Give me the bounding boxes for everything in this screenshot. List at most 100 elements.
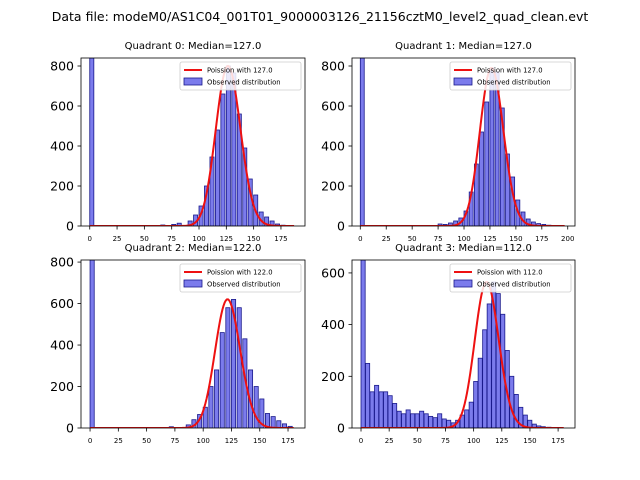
histogram-bar: [220, 93, 226, 226]
plot-area: [359, 58, 565, 226]
poisson-fit-line: [89, 65, 295, 226]
x-tick-label: 175: [535, 235, 548, 243]
x-tick-label: 50: [142, 437, 151, 445]
histogram-bar: [219, 332, 225, 428]
histogram-bar: [214, 129, 220, 226]
histogram-bar: [392, 403, 398, 428]
x-tick-label: 0: [358, 235, 362, 243]
histogram-bar: [264, 216, 270, 226]
subplot-3: 0 25 50 75 100 125 150 175 0 200 400 600 Quadrant 3:…: [321, 243, 576, 445]
x-tick-label: 125: [220, 235, 233, 243]
y-tick-label: 400: [50, 338, 74, 353]
histogram-bar: [359, 58, 365, 226]
legend-bar-label: Observed distribution: [477, 281, 551, 289]
legend: Poission with 127.0 Observed distribution: [449, 61, 572, 91]
subplot-title: Quadrant 0: Median=127.0: [125, 41, 262, 52]
legend-box: [449, 61, 572, 91]
histogram-bar: [536, 223, 541, 226]
y-tick-label: 400: [321, 139, 345, 154]
axes-frame: [80, 259, 306, 429]
histogram-bar: [448, 222, 453, 226]
histogram-bar: [495, 293, 501, 428]
axes-frame: [351, 57, 576, 227]
x-tick-label: 0: [88, 437, 92, 445]
legend-bar-label: Observed distribution: [207, 281, 281, 289]
x-tick-label: 25: [385, 437, 394, 445]
y-tick-label: 600: [50, 296, 74, 311]
legend-bar-swatch: [183, 279, 203, 288]
plot-area: [360, 260, 564, 428]
x-tick-label: 25: [114, 437, 123, 445]
histogram-bar: [231, 299, 237, 428]
histogram-bar: [89, 58, 95, 226]
histogram-bar: [208, 386, 214, 428]
y-tick-label: 800: [321, 59, 345, 74]
histogram-bar: [383, 391, 389, 428]
histogram-bar: [468, 401, 474, 428]
x-tick-label: 100: [196, 437, 209, 445]
legend: Poission with 112.0 Observed distribution: [449, 263, 572, 293]
legend-box: [179, 61, 302, 91]
x-tick-label: 125: [495, 437, 508, 445]
histogram-bar: [484, 101, 490, 226]
y-tick-label: 400: [321, 317, 345, 332]
x-tick-label: 200: [561, 235, 574, 243]
histogram-bar: [479, 131, 484, 226]
legend-line-label: Poission with 112.0: [477, 269, 543, 277]
x-tick-label: 100: [467, 437, 480, 445]
legend-line-label: Poission with 122.0: [207, 269, 273, 277]
x-tick-label: 25: [113, 235, 122, 243]
legend-bar-swatch: [453, 77, 473, 86]
x-tick-label: 50: [413, 437, 422, 445]
histogram-bar: [253, 386, 259, 428]
histogram-bar: [486, 303, 492, 428]
histogram-bar: [387, 395, 393, 428]
y-tick-label: 800: [50, 255, 74, 270]
x-tick-label: 100: [192, 235, 205, 243]
legend-bar-label: Observed distribution: [477, 79, 551, 87]
poisson-fit-line: [90, 298, 294, 428]
histogram-bar: [360, 260, 366, 428]
x-tick-label: 125: [225, 437, 238, 445]
histogram-bar: [405, 409, 411, 428]
figure-title: Data file: modeM0/AS1C04_001T01_90000031…: [51, 9, 589, 24]
histogram-bar: [276, 420, 282, 428]
legend-bar-swatch: [453, 279, 473, 288]
histogram-bar: [441, 418, 447, 428]
x-tick-label: 50: [140, 235, 149, 243]
histogram-bar: [482, 329, 488, 428]
x-tick-label: 125: [483, 235, 496, 243]
subplot-0: 0 25 50 75 100 125 150 175 0 200 400 600 800 Quadrant…: [50, 41, 306, 243]
histogram-bar: [423, 413, 429, 428]
histogram-bar: [374, 384, 380, 428]
subplot-title: Quadrant 3: Median=112.0: [395, 243, 532, 254]
y-tick-label: 600: [321, 265, 345, 280]
histogram-bar: [473, 381, 479, 428]
x-tick-label: 150: [509, 235, 522, 243]
x-tick-label: 75: [434, 235, 443, 243]
histogram-bar: [505, 153, 510, 226]
y-tick-label: 200: [321, 369, 345, 384]
histogram-bar: [269, 220, 275, 226]
histogram-bar: [401, 413, 407, 428]
histogram-bar: [437, 413, 443, 428]
y-tick-label: 800: [50, 59, 74, 74]
y-tick-label: 400: [50, 139, 74, 154]
x-tick-label: 150: [247, 235, 260, 243]
histogram-bar: [419, 410, 425, 428]
subplot-2: 0 25 50 75 100 125 150 175 0 200 400 600 800 Quadrant…: [50, 243, 306, 445]
x-tick-label: 0: [359, 437, 363, 445]
subplot-1: 0 25 50 75 100 125 150 175 200 0 200 400 600 800 Quadr…: [321, 41, 576, 243]
y-tick-label: 200: [50, 379, 74, 394]
legend-bar-label: Observed distribution: [207, 79, 281, 87]
plot-area: [89, 260, 294, 428]
legend: Poission with 122.0 Observed distribution: [179, 263, 302, 293]
histogram-bar: [242, 147, 248, 226]
legend-bar-swatch: [183, 77, 203, 86]
subplot-title: Quadrant 1: Median=127.0: [395, 41, 532, 52]
y-tick-label: 200: [321, 179, 345, 194]
x-tick-label: 75: [170, 437, 179, 445]
axes-frame: [351, 259, 576, 429]
legend-line-label: Poission with 127.0: [477, 67, 543, 75]
